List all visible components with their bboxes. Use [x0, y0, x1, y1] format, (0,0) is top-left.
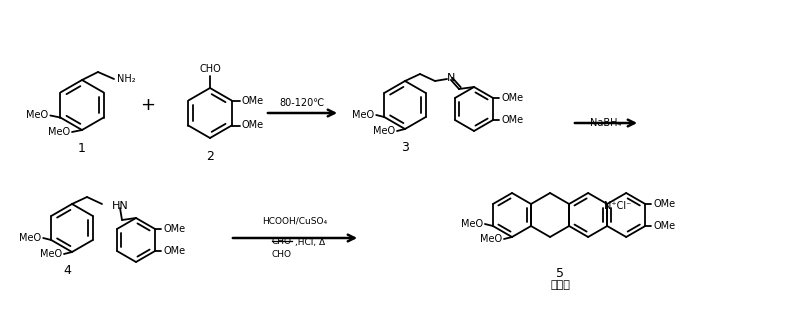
Text: +: +: [141, 96, 155, 114]
Text: OMe: OMe: [501, 93, 523, 103]
Text: 2: 2: [206, 150, 214, 163]
Text: NaBH₄: NaBH₄: [590, 118, 622, 128]
Text: OMe: OMe: [163, 246, 185, 256]
Text: OMe: OMe: [654, 221, 675, 231]
Text: 1: 1: [78, 142, 86, 155]
Text: MeO: MeO: [352, 110, 374, 120]
Text: ,HCl, Δ: ,HCl, Δ: [295, 238, 325, 247]
Text: MeO: MeO: [40, 249, 62, 259]
Text: CHO: CHO: [272, 237, 292, 246]
Text: 80-120℃: 80-120℃: [279, 98, 325, 108]
Text: OMe: OMe: [242, 96, 264, 106]
Text: 黄薤素: 黄薤素: [550, 280, 570, 290]
Text: OMe: OMe: [163, 224, 185, 234]
Text: MeO: MeO: [373, 126, 395, 136]
Text: CHO: CHO: [272, 250, 292, 259]
Text: 4: 4: [63, 264, 71, 277]
Text: MeO: MeO: [461, 219, 483, 229]
Text: OMe: OMe: [501, 115, 523, 125]
Text: HCOOH/CuSO₄: HCOOH/CuSO₄: [262, 216, 327, 225]
Text: HN: HN: [112, 201, 129, 211]
Text: CHO: CHO: [199, 64, 221, 74]
Text: MeO: MeO: [19, 233, 42, 243]
Text: 5: 5: [556, 267, 564, 280]
Text: N: N: [447, 73, 455, 83]
Text: 3: 3: [401, 141, 409, 154]
Text: MeO: MeO: [26, 111, 48, 121]
Text: N⁺Cl⁻: N⁺Cl⁻: [604, 201, 631, 211]
Text: OMe: OMe: [654, 199, 675, 209]
Text: OMe: OMe: [242, 121, 264, 131]
Text: NH₂: NH₂: [117, 74, 136, 84]
Text: MeO: MeO: [48, 127, 70, 137]
Text: MeO: MeO: [480, 234, 502, 244]
